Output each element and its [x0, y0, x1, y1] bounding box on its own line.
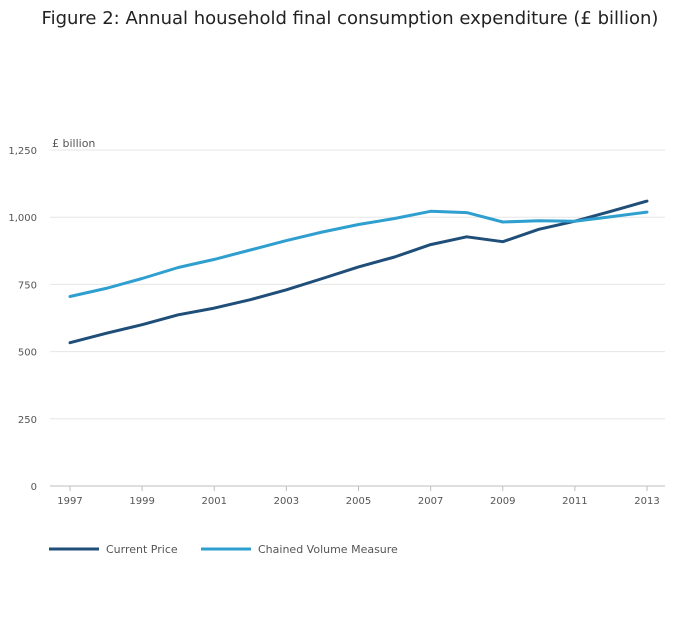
- x-tick-label: 2007: [418, 496, 443, 507]
- x-axis-ticks: 1997 1999 2001 2003 2005 2007 2009 2011 2013: [57, 486, 660, 507]
- legend: Current Price Chained Volume Measure: [49, 543, 398, 556]
- y-axis-ticks: 0 250 500 750 1,000 1,250: [8, 146, 37, 493]
- gridlines: [50, 149, 665, 487]
- x-tick-label: 1999: [129, 496, 154, 507]
- y-tick-label: 1,250: [8, 146, 37, 157]
- legend-label: Current Price: [106, 543, 178, 556]
- legend-label: Chained Volume Measure: [258, 543, 398, 556]
- chart-title: Figure 2: Annual household final consump…: [42, 8, 659, 29]
- y-tick-label: 750: [18, 280, 37, 291]
- series-lines: [68, 199, 649, 345]
- y-tick-label: 0: [31, 482, 37, 493]
- x-tick-label: 2009: [490, 496, 515, 507]
- x-tick-label: 2001: [202, 496, 227, 507]
- series-line-current-price: [68, 199, 649, 345]
- x-tick-label: 2003: [274, 496, 299, 507]
- y-axis-unit-label: £ billion: [52, 137, 95, 150]
- y-tick-label: 500: [18, 348, 37, 359]
- x-tick-label: 2013: [634, 496, 659, 507]
- y-tick-label: 1,000: [8, 213, 37, 224]
- x-tick-label: 1997: [57, 496, 82, 507]
- y-tick-label: 250: [18, 415, 37, 426]
- x-tick-label: 2011: [562, 496, 587, 507]
- x-tick-label: 2005: [346, 496, 371, 507]
- series-line-chained-volume-measure: [68, 209, 649, 298]
